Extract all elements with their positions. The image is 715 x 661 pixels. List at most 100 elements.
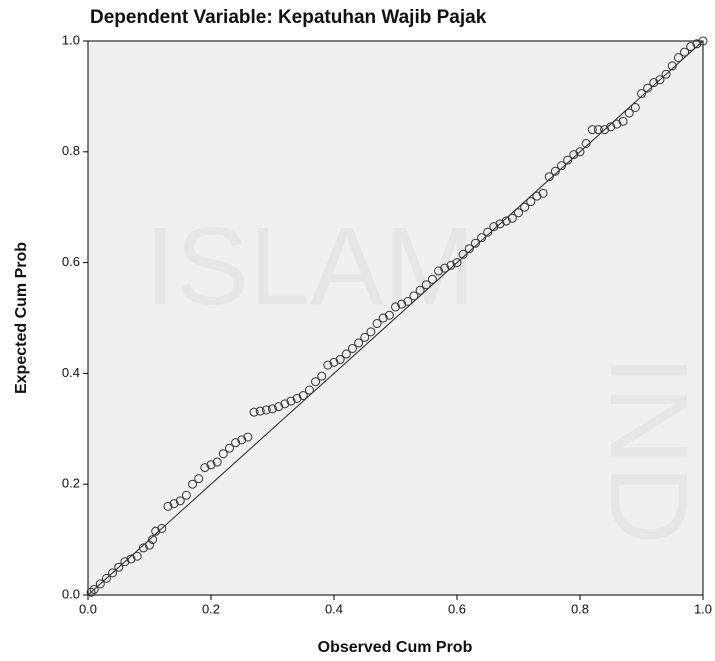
x-tick-label: 0.4 [325, 601, 343, 616]
point [101, 573, 111, 583]
point [298, 391, 308, 401]
y-tick-label: 1.0 [62, 32, 80, 47]
point [347, 343, 357, 353]
point [212, 457, 222, 467]
point [563, 155, 573, 165]
point [538, 188, 548, 198]
x-tick-label: 0.8 [571, 601, 589, 616]
point [409, 291, 419, 301]
point [618, 116, 628, 126]
y-axis-title: Expected Cum Prob [13, 242, 30, 394]
point [526, 197, 536, 207]
point [427, 274, 437, 284]
point [686, 42, 696, 52]
point [612, 119, 622, 129]
point [501, 216, 511, 226]
point [470, 238, 480, 248]
watermark: IND [587, 355, 710, 544]
point [458, 249, 468, 259]
point [268, 404, 277, 414]
point [514, 208, 523, 218]
point [255, 406, 265, 416]
point [649, 78, 659, 88]
point [126, 554, 136, 564]
point [692, 39, 702, 49]
point [224, 443, 234, 453]
point [274, 402, 284, 412]
point [575, 147, 585, 157]
point [655, 75, 665, 85]
point [163, 501, 173, 511]
y-tick-label: 0.0 [62, 586, 80, 601]
point [138, 543, 148, 553]
point [557, 161, 567, 171]
point [550, 166, 560, 176]
point [341, 349, 351, 359]
point [206, 460, 216, 470]
point [483, 227, 493, 237]
point [495, 219, 505, 229]
point [280, 399, 290, 409]
point [286, 396, 296, 406]
point [95, 579, 105, 589]
point [434, 266, 444, 276]
point [673, 53, 683, 63]
x-tick-label: 1.0 [694, 601, 712, 616]
y-tick-label: 0.4 [62, 365, 80, 380]
point [397, 299, 407, 309]
point [114, 562, 124, 572]
point [643, 83, 653, 93]
point [520, 202, 530, 212]
point [89, 584, 99, 594]
point [132, 551, 142, 561]
point [169, 499, 179, 509]
point [151, 526, 161, 536]
point [587, 125, 597, 135]
point [108, 568, 118, 578]
point [680, 47, 690, 57]
point [452, 258, 462, 268]
point [231, 438, 241, 448]
point [384, 310, 394, 320]
point [489, 222, 499, 232]
point [532, 191, 542, 201]
point [667, 61, 677, 71]
watermark: ISLAM [145, 205, 475, 328]
y-tick-label: 0.6 [62, 254, 80, 269]
point [323, 360, 333, 370]
point [507, 213, 517, 223]
point [606, 122, 616, 132]
point [86, 587, 96, 597]
point [403, 296, 413, 306]
x-axis-title: Observed Cum Prob [318, 639, 473, 656]
point [261, 405, 271, 415]
point [630, 102, 640, 112]
point [593, 125, 603, 135]
point [378, 313, 388, 323]
point [311, 377, 321, 387]
point [477, 233, 487, 243]
point [237, 435, 247, 445]
point [624, 108, 634, 118]
x-tick-label: 0.2 [202, 601, 220, 616]
point [698, 36, 708, 46]
point [243, 432, 253, 442]
x-tick-label: 0.6 [448, 601, 466, 616]
point [249, 407, 259, 417]
point [661, 69, 671, 79]
point [218, 449, 228, 459]
point [415, 285, 425, 295]
point [335, 355, 345, 365]
point [391, 302, 400, 312]
point [329, 357, 339, 367]
point [188, 479, 198, 489]
point [569, 150, 579, 160]
y-tick-label: 0.2 [62, 476, 80, 491]
point [120, 557, 130, 567]
point [360, 332, 370, 342]
point [148, 535, 158, 545]
point [366, 327, 376, 337]
point [544, 172, 554, 182]
point [145, 540, 154, 550]
